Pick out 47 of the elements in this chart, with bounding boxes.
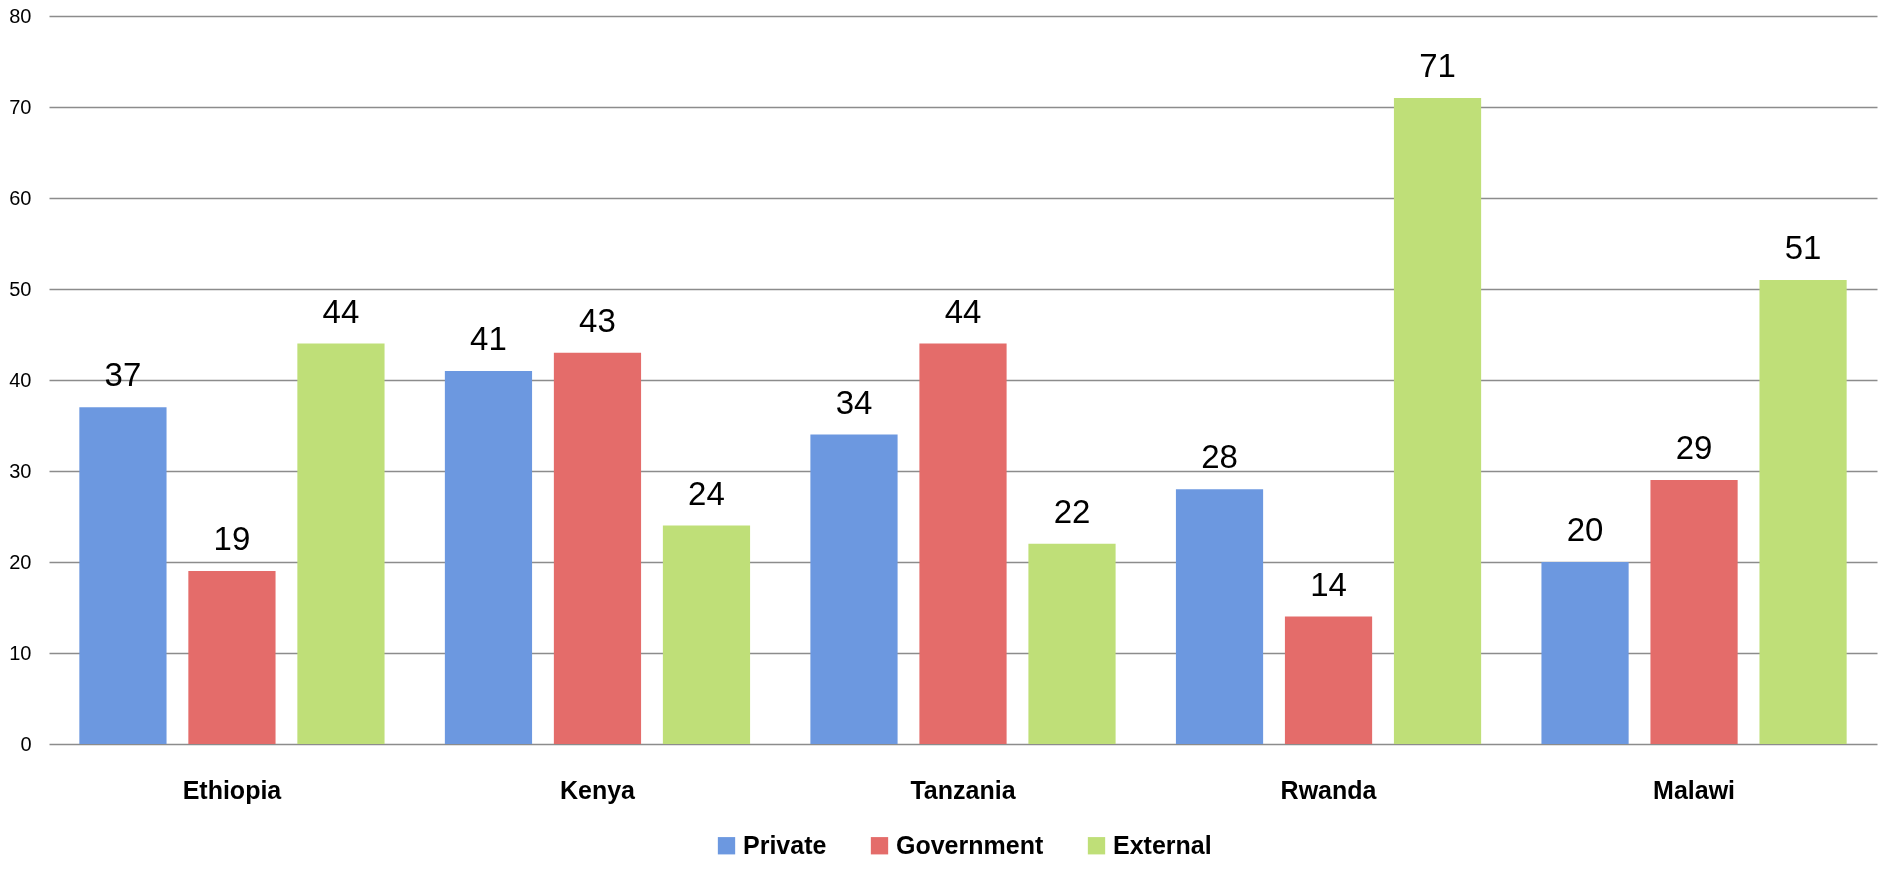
y-tick-label: 0 [20,732,32,755]
bar [1284,616,1373,744]
bar [1175,489,1264,744]
y-tick-label: 30 [9,459,32,482]
legend-label: Private [743,830,827,859]
data-label: 51 [1784,228,1822,266]
data-label: 22 [1053,492,1091,530]
data-label: 34 [835,383,873,421]
bar [79,407,167,744]
data-label: 20 [1566,511,1604,548]
x-tick-label: Kenya [559,775,637,804]
data-label: 19 [213,520,251,558]
data-label: 37 [104,356,142,394]
x-tick-label: Ethiopia [182,775,283,804]
data-label: 29 [1675,429,1713,467]
data-label: 44 [322,292,360,330]
legend-label: External [1113,830,1212,859]
data-label: 14 [1310,565,1347,603]
bar [297,343,385,744]
data-label: 44 [944,292,982,330]
x-tick-label: Rwanda [1280,775,1378,804]
data-label: 41 [470,319,507,357]
data-label: 24 [688,474,725,512]
y-tick-label: 10 [9,641,32,664]
bar [188,571,276,744]
data-label: 28 [1201,438,1238,476]
x-tick-label: Tanzania [910,775,1017,804]
bar [1650,480,1738,744]
data-label: 43 [579,301,616,339]
x-tick-label: Malawi [1653,775,1736,804]
y-tick-label: 80 [9,4,32,27]
data-label: 71 [1419,46,1456,84]
bar [810,434,898,744]
bar [1393,97,1482,744]
y-tick-label: 20 [9,550,32,573]
bar [444,370,533,744]
y-tick-label: 70 [9,95,32,118]
bar [553,352,642,744]
legend-label: Government [896,830,1044,859]
y-tick-label: 50 [9,277,32,300]
bar [1759,279,1847,744]
bar [919,343,1007,744]
bar [1541,562,1629,744]
bar [662,525,751,744]
bar [1028,543,1116,744]
y-tick-label: 60 [9,186,32,209]
y-tick-label: 40 [9,368,32,391]
